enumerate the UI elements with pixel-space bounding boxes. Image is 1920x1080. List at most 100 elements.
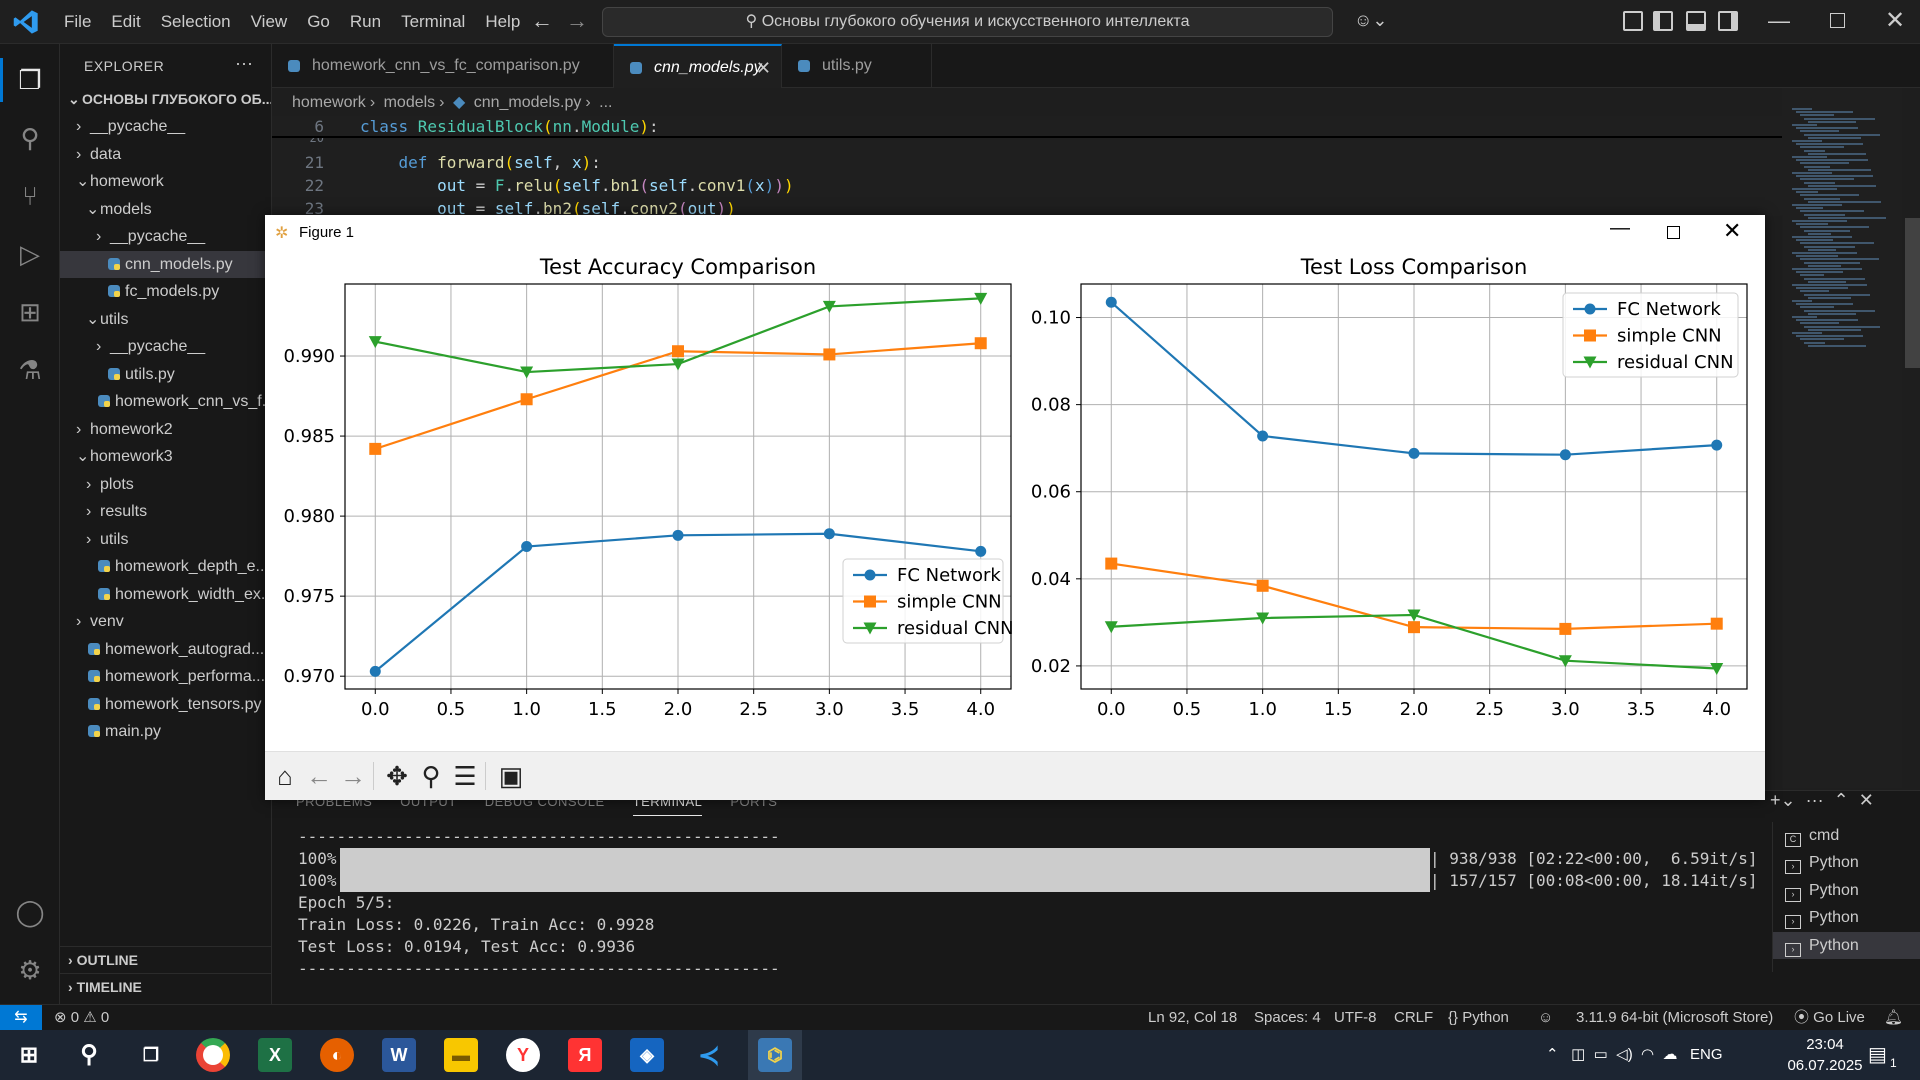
search-icon[interactable]: ⚲: [20, 123, 40, 153]
end-of-line[interactable]: CRLF: [1394, 1009, 1434, 1026]
menu-go[interactable]: Go: [307, 12, 330, 31]
tree-folder[interactable]: › plots: [60, 471, 271, 498]
meet-icon[interactable]: ◫: [1571, 1046, 1586, 1063]
notifications-icon[interactable]: 🔔︎: [1884, 1009, 1904, 1026]
tree-folder[interactable]: › __pycache__: [60, 333, 271, 360]
tree-folder[interactable]: ⌄homework3: [60, 443, 271, 470]
tree-file[interactable]: cnn_models.py: [60, 250, 271, 278]
encoding[interactable]: UTF-8: [1334, 1009, 1377, 1026]
tab-homework-cnn-vs-fc[interactable]: homework_cnn_vs_fc_comparison.py: [272, 44, 614, 88]
tree-folder[interactable]: › venv: [60, 608, 271, 635]
excel-icon[interactable]: X: [258, 1038, 292, 1072]
close-icon[interactable]: ✕: [755, 58, 771, 78]
code-editor[interactable]: 6 class ResidualBlock(nn.Module): 20 21 d…: [272, 116, 1782, 218]
breadcrumb-item[interactable]: homework: [292, 94, 366, 111]
tree-folder[interactable]: › __pycache__: [60, 113, 271, 140]
menu-selection[interactable]: Selection: [160, 12, 231, 31]
close-icon[interactable]: ✕: [1723, 218, 1742, 243]
arrow-left-icon[interactable]: ←: [531, 8, 553, 33]
language-indicator[interactable]: ENG: [1689, 1046, 1723, 1063]
configure-subplots-icon[interactable]: ☰: [453, 761, 477, 791]
tree-folder[interactable]: › __pycache__: [60, 223, 271, 250]
search-icon[interactable]: ⚲: [80, 1041, 98, 1068]
pan-icon[interactable]: ✥: [386, 761, 408, 791]
tree-folder[interactable]: › results: [60, 498, 271, 525]
arrow-right-icon[interactable]: →: [566, 8, 588, 33]
volume-icon[interactable]: ◁): [1616, 1046, 1633, 1063]
yandex-browser-icon[interactable]: Y: [506, 1038, 540, 1072]
clock[interactable]: 23:04 06.07.2025: [1780, 1034, 1870, 1076]
file-explorer-icon[interactable]: ▬: [444, 1038, 478, 1072]
maximize-icon[interactable]: [1830, 13, 1845, 28]
command-center-search[interactable]: ⚲ Основы глубокого обучения и искусствен…: [602, 7, 1333, 37]
minimize-icon[interactable]: —: [1610, 217, 1630, 239]
forward-icon[interactable]: →: [340, 761, 366, 791]
chevron-up-icon[interactable]: ⌃: [1546, 1046, 1559, 1063]
battery-icon[interactable]: ▭: [1593, 1046, 1608, 1063]
menu-file[interactable]: File: [64, 12, 92, 31]
menu-edit[interactable]: Edit: [111, 12, 141, 31]
windows-start-icon[interactable]: ⊞: [19, 1042, 39, 1067]
tree-folder[interactable]: › utils: [60, 526, 271, 553]
customize-layout-icon[interactable]: [1623, 11, 1643, 31]
onedrive-icon[interactable]: ☁: [1662, 1046, 1678, 1063]
tree-folder[interactable]: › data: [60, 141, 271, 168]
tab-cnn-models[interactable]: cnn_models.py ✕: [614, 44, 782, 88]
tree-file[interactable]: homework_performa...: [60, 663, 271, 690]
toggle-primary-sidebar-icon[interactable]: [1653, 11, 1673, 31]
menu-run[interactable]: Run: [349, 12, 382, 31]
tree-file[interactable]: homework_tensors.py: [60, 691, 271, 718]
terminal-item[interactable]: › Python: [1773, 877, 1920, 904]
tree-folder[interactable]: ⌄models: [60, 196, 271, 223]
save-icon[interactable]: ▣: [498, 761, 524, 791]
run-debug-icon[interactable]: ▷: [20, 239, 40, 269]
python-figure-taskbar-icon[interactable]: ⌬: [758, 1038, 792, 1072]
cursor-position[interactable]: Ln 92, Col 18: [1148, 1009, 1238, 1026]
home-icon[interactable]: ⌂: [277, 761, 293, 791]
go-live[interactable]: ⦿ Go Live: [1794, 1005, 1865, 1031]
toggle-secondary-sidebar-icon[interactable]: [1718, 11, 1738, 31]
more-actions-icon[interactable]: ···: [235, 53, 253, 73]
testing-icon[interactable]: ⚗: [18, 355, 42, 385]
tree-file[interactable]: homework_autograd...: [60, 636, 271, 663]
back-icon[interactable]: ←: [306, 761, 332, 791]
chrome-icon[interactable]: [196, 1038, 230, 1072]
minimap[interactable]: [1782, 88, 1902, 788]
tree-folder[interactable]: ⌄utils: [60, 306, 271, 333]
word-icon[interactable]: W: [382, 1038, 416, 1072]
task-view-icon[interactable]: ❐: [142, 1045, 160, 1065]
terminal-output[interactable]: ----------------------------------------…: [298, 826, 1758, 996]
zoom-icon[interactable]: ⚲: [421, 761, 441, 791]
remote-icon[interactable]: ⇆: [0, 1005, 42, 1031]
close-icon[interactable]: ✕: [1885, 7, 1906, 34]
toggle-panel-icon[interactable]: [1686, 11, 1706, 31]
menu-terminal[interactable]: Terminal: [401, 12, 466, 31]
terminal-item[interactable]: › Python: [1773, 849, 1920, 876]
language-mode[interactable]: {} Python: [1448, 1005, 1509, 1031]
tab-utils[interactable]: utils.py: [782, 44, 932, 88]
new-terminal-icon[interactable]: +⌄: [1770, 790, 1796, 810]
indentation[interactable]: Spaces: 4: [1254, 1009, 1321, 1026]
menu-view[interactable]: View: [250, 12, 288, 31]
wifi-icon[interactable]: ◠: [1641, 1046, 1655, 1063]
breadcrumb-item[interactable]: ...: [599, 94, 613, 111]
defender-icon[interactable]: ◈: [630, 1038, 664, 1072]
firefox-icon[interactable]: ◐: [320, 1038, 354, 1072]
tree-file[interactable]: homework_cnn_vs_f...: [60, 388, 271, 415]
tree-file[interactable]: main.py: [60, 718, 271, 745]
minimize-icon[interactable]: —: [1768, 8, 1790, 33]
terminal-item[interactable]: › Python: [1773, 932, 1920, 959]
tree-file[interactable]: utils.py: [60, 361, 271, 388]
tree-folder[interactable]: ⌄homework: [60, 168, 271, 195]
source-control-icon[interactable]: ⑂: [22, 181, 38, 211]
copilot-icon[interactable]: ☺⌄: [1354, 10, 1388, 30]
tree-folder[interactable]: › homework2: [60, 416, 271, 443]
more-actions-icon[interactable]: ···: [1805, 790, 1824, 810]
close-icon[interactable]: ✕: [1858, 790, 1874, 810]
maximize-icon[interactable]: [1667, 226, 1680, 239]
editor-scrollbar[interactable]: [1905, 218, 1920, 368]
vscode-taskbar-icon[interactable]: ≺: [698, 1040, 720, 1070]
menu-help[interactable]: Help: [485, 12, 521, 31]
yandex-icon[interactable]: Я: [568, 1038, 602, 1072]
